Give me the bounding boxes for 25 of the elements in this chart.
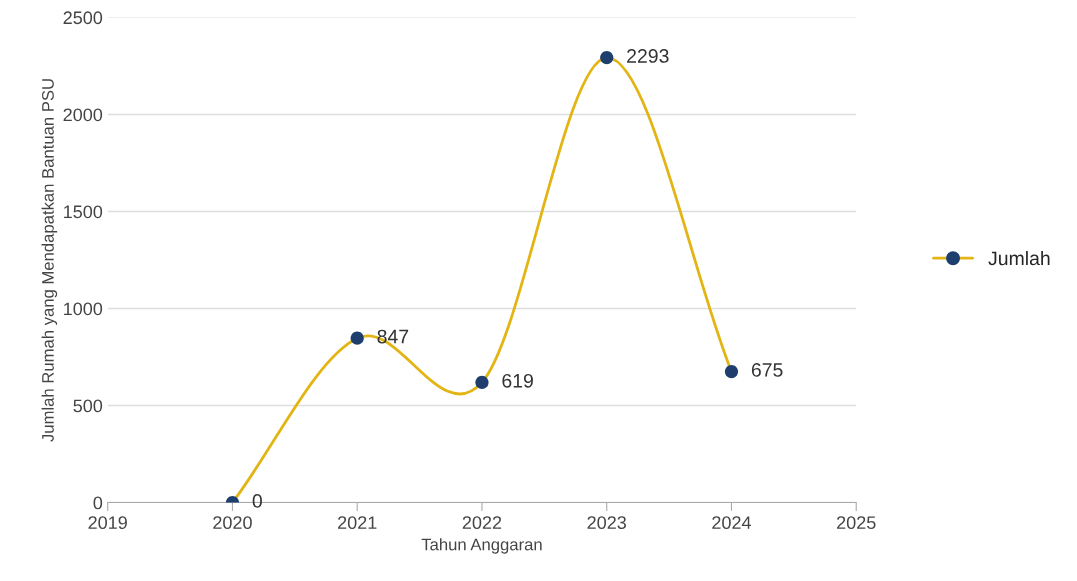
y-tick-label: 2000 — [63, 108, 103, 122]
data-label: 847 — [377, 329, 409, 344]
x-tick-label: 2023 — [587, 516, 626, 530]
x-tick-label: 2021 — [338, 516, 377, 530]
y-tick-label: 0 — [93, 496, 103, 510]
point — [600, 51, 614, 65]
y-tick-label: 2500 — [63, 11, 103, 25]
data-label: 0 — [252, 494, 262, 508]
x-tick-label: 2024 — [712, 516, 752, 530]
legend-label: Jumlah — [988, 250, 1050, 266]
data-label: 2293 — [627, 49, 669, 63]
x-tick-label: 2020 — [213, 516, 252, 530]
y-tick-label: 500 — [73, 399, 103, 413]
x-axis-title: Tahun Anggaran — [421, 538, 542, 554]
point — [475, 375, 489, 390]
data-label: 675 — [751, 363, 783, 377]
x-tick-label: 2022 — [462, 516, 502, 530]
y-axis-title: Jumlah Rumah yang Mendapatkan Bantuan PSU — [41, 79, 58, 442]
x-tick-label: 2019 — [88, 516, 127, 530]
y-tick-label: 1000 — [64, 302, 103, 316]
point — [350, 331, 364, 345]
data-label: 619 — [502, 373, 533, 388]
x-tick-label: 2025 — [837, 516, 876, 530]
point — [724, 364, 739, 379]
y-tick-label: 1500 — [64, 205, 103, 219]
